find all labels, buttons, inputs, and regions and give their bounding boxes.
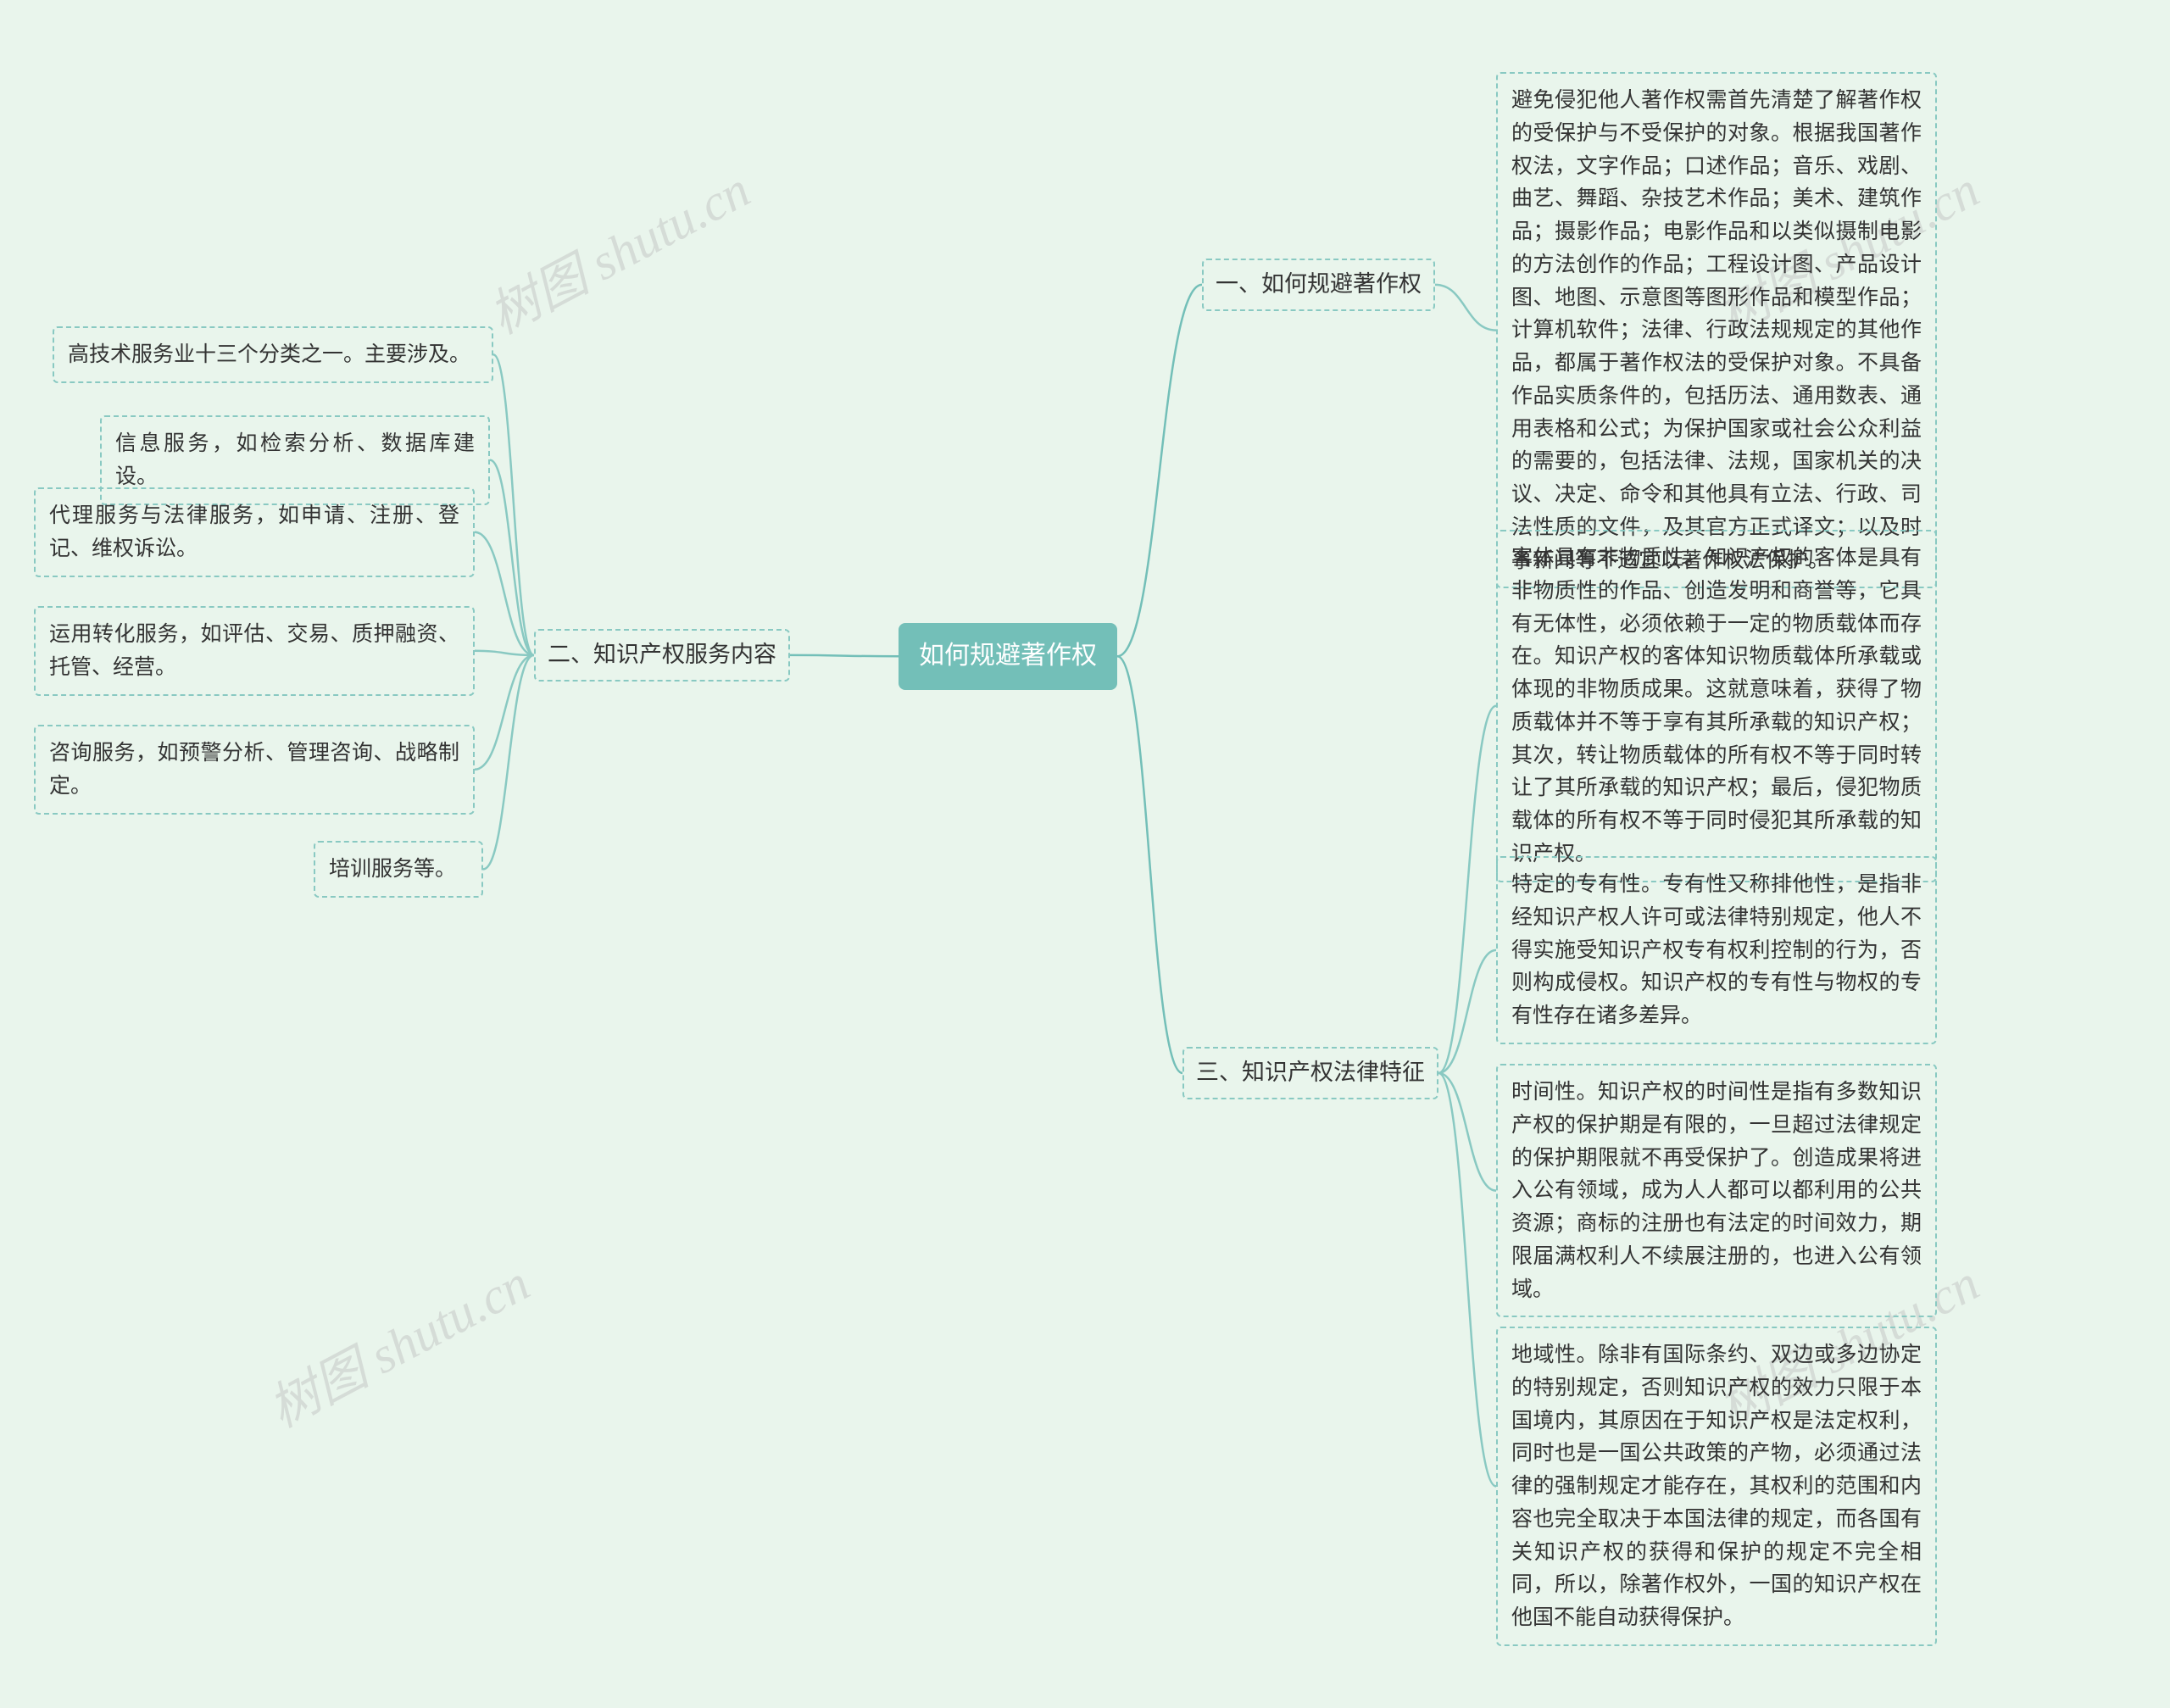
leaf-b2-6[interactable]: 培训服务等。 bbox=[314, 841, 483, 898]
mindmap-canvas: 树图 shutu.cn 树图 shutu.cn 树图 shutu.cn 树图 s… bbox=[0, 0, 2170, 1708]
leaf-b3-2[interactable]: 特定的专有性。专有性又称排他性，是指非经知识产权人许可或法律特别规定，他人不得实… bbox=[1496, 856, 1937, 1044]
leaf-b2-4[interactable]: 运用转化服务，如评估、交易、质押融资、托管、经营。 bbox=[34, 606, 475, 696]
watermark: 树图 shutu.cn bbox=[474, 149, 760, 348]
leaf-b3-3[interactable]: 时间性。知识产权的时间性是指有多数知识产权的保护期是有限的，一旦超过法律规定的保… bbox=[1496, 1064, 1937, 1317]
leaf-b2-5[interactable]: 咨询服务，如预警分析、管理咨询、战略制定。 bbox=[34, 725, 475, 815]
watermark: 树图 shutu.cn bbox=[253, 1243, 540, 1442]
root-node[interactable]: 如何规避著作权 bbox=[899, 623, 1117, 690]
leaf-b2-1[interactable]: 高技术服务业十三个分类之一。主要涉及。 bbox=[53, 326, 493, 383]
leaf-b3-4[interactable]: 地域性。除非有国际条约、双边或多边协定的特别规定，否则知识产权的效力只限于本国境… bbox=[1496, 1327, 1937, 1646]
leaf-b1-1[interactable]: 避免侵犯他人著作权需首先清楚了解著作权的受保护与不受保护的对象。根据我国著作权法… bbox=[1496, 72, 1937, 588]
branch-1[interactable]: 一、如何规避著作权 bbox=[1202, 259, 1435, 311]
branch-2[interactable]: 二、知识产权服务内容 bbox=[534, 629, 790, 682]
leaf-b3-1[interactable]: 客体具有非物质性。知识产权的客体是具有非物质性的作品、创造发明和商誉等，它具有无… bbox=[1496, 530, 1937, 882]
branch-3[interactable]: 三、知识产权法律特征 bbox=[1182, 1047, 1438, 1099]
leaf-b2-3[interactable]: 代理服务与法律服务，如申请、注册、登记、维权诉讼。 bbox=[34, 487, 475, 577]
